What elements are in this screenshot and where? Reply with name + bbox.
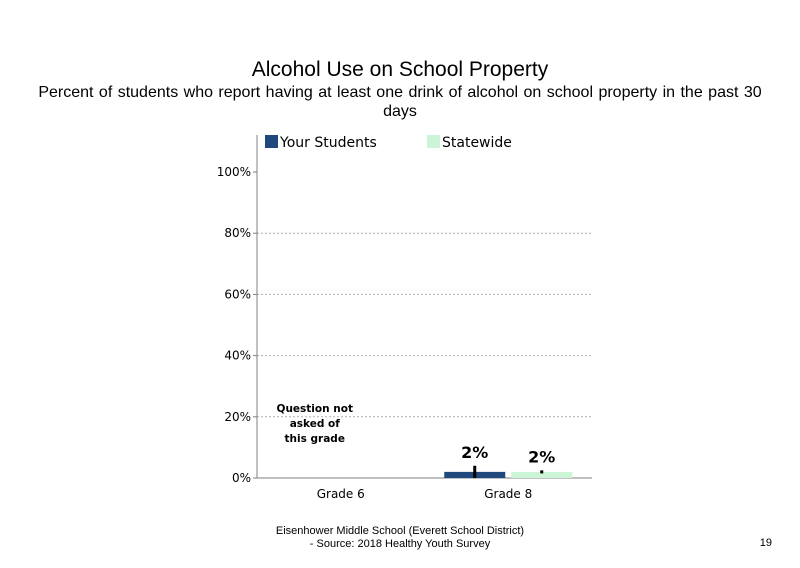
y-tick-label: 20%	[224, 410, 251, 424]
bars	[444, 465, 573, 478]
not-asked-note: this grade	[285, 433, 345, 445]
y-tick-label: 60%	[224, 287, 251, 301]
y-tick-label: 40%	[224, 349, 251, 363]
x-tick-label: Grade 6	[317, 487, 365, 501]
gridlines	[257, 232, 592, 418]
legend-swatch	[427, 135, 440, 148]
bar-statewide	[511, 471, 573, 478]
data-label: 2%	[528, 447, 555, 466]
chart-subtitle: Percent of students who report having at…	[38, 84, 762, 120]
x-tick-label: Grade 8	[484, 487, 532, 501]
y-tick-label: 100%	[217, 165, 251, 179]
labels: 2% 2% Question not asked of this grade	[277, 403, 556, 466]
y-tick-label: 0%	[232, 471, 251, 485]
axes: 0% 20% 40% 60% 80% 100% Grade 6 Grade 8	[217, 135, 592, 501]
footer-school: Eisenhower Middle School (Everett School…	[275, 525, 525, 537]
legend-label: Statewide	[442, 135, 512, 151]
chart-title: Alcohol Use on School Property	[251, 58, 549, 81]
footer-source: - Source: 2018 Healthy Youth Survey	[309, 538, 491, 550]
legend: Your Students Statewide	[265, 135, 512, 151]
legend-swatch	[265, 135, 278, 148]
legend-label: Your Students	[279, 135, 377, 151]
footer: Eisenhower Middle School (Everett School…	[250, 525, 550, 551]
y-tick-label: 80%	[224, 226, 251, 240]
not-asked-note: asked of	[290, 418, 341, 430]
data-label: 2%	[461, 443, 488, 462]
not-asked-note: Question not	[277, 403, 353, 415]
page-number: 19	[759, 537, 772, 549]
